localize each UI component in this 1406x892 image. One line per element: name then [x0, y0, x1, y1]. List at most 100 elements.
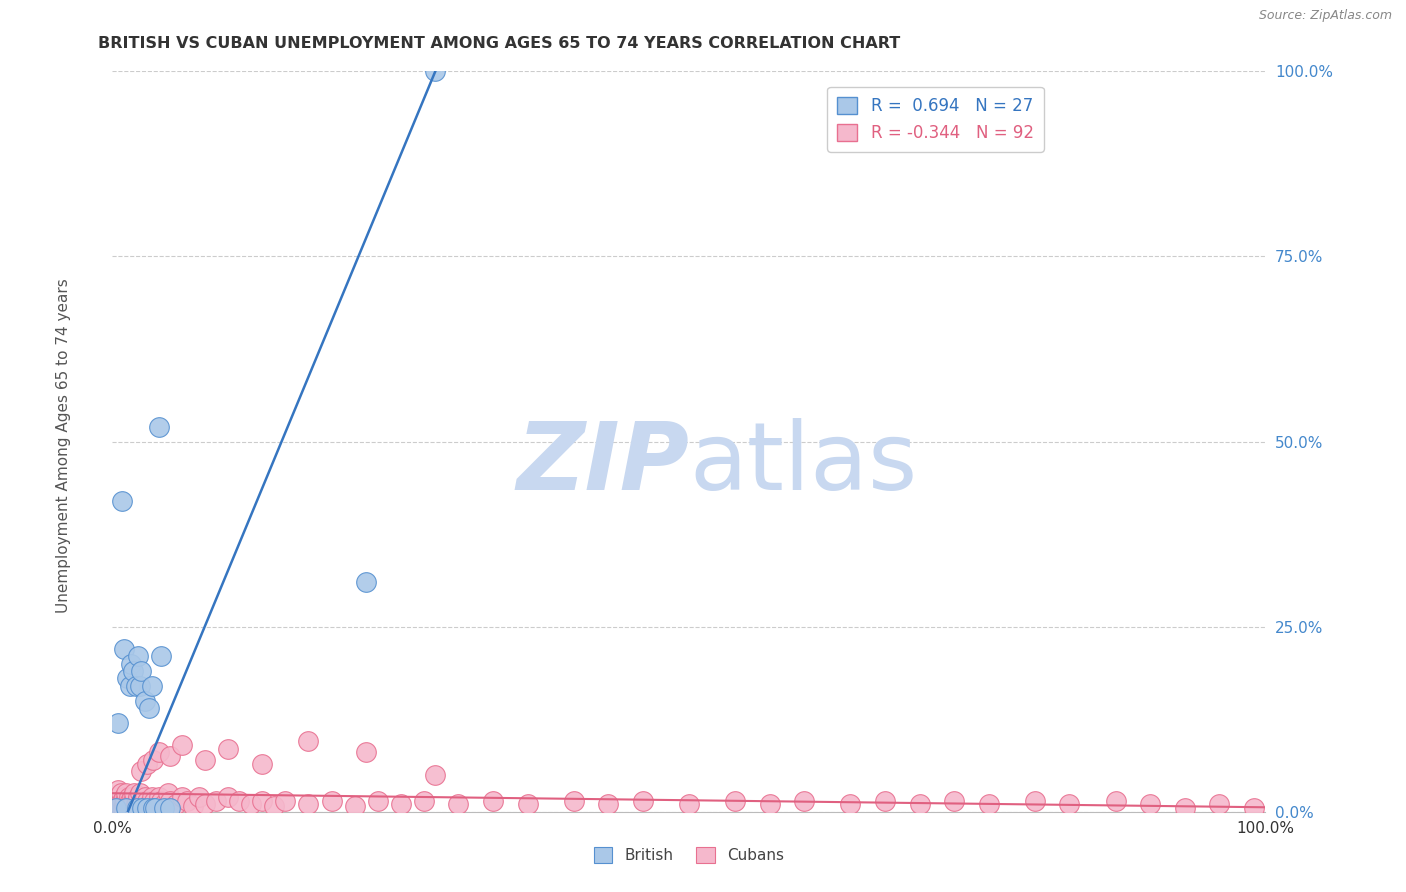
Point	[793, 794, 815, 808]
Point	[217, 789, 239, 804]
Point	[134, 694, 156, 708]
Point	[297, 797, 319, 812]
Point	[482, 794, 505, 808]
Point	[1174, 801, 1197, 815]
Point	[131, 801, 153, 815]
Point	[873, 794, 896, 808]
Point	[118, 794, 141, 808]
Legend: British, Cubans: British, Cubans	[586, 839, 792, 871]
Point	[562, 794, 585, 808]
Point	[367, 794, 389, 808]
Point	[516, 797, 538, 812]
Point	[120, 657, 142, 671]
Point	[104, 789, 127, 804]
Point	[112, 641, 135, 656]
Point	[111, 493, 134, 508]
Point	[115, 786, 138, 800]
Point	[129, 797, 153, 812]
Point	[108, 797, 131, 812]
Point	[107, 782, 129, 797]
Point	[127, 649, 149, 664]
Point	[118, 679, 141, 693]
Point	[124, 797, 146, 812]
Point	[217, 741, 239, 756]
Point	[343, 798, 366, 813]
Point	[156, 786, 179, 800]
Point	[165, 797, 187, 812]
Point	[112, 797, 135, 812]
Point	[129, 664, 153, 678]
Point	[188, 789, 211, 804]
Point	[724, 794, 747, 808]
Point	[120, 797, 142, 812]
Point	[124, 786, 146, 800]
Point	[412, 794, 434, 808]
Text: atlas: atlas	[689, 417, 917, 509]
Point	[159, 794, 181, 808]
Point	[425, 767, 447, 781]
Point	[839, 797, 862, 812]
Point	[142, 801, 165, 815]
Point	[1243, 801, 1265, 815]
Point	[148, 746, 170, 760]
Point	[107, 794, 129, 808]
Point	[134, 789, 156, 804]
Point	[141, 679, 163, 693]
Point	[977, 797, 1000, 812]
Point	[908, 797, 931, 812]
Point	[425, 64, 447, 78]
Point	[176, 794, 198, 808]
Point	[194, 797, 217, 812]
Point	[943, 794, 966, 808]
Point	[127, 789, 149, 804]
Point	[159, 749, 181, 764]
Point	[117, 798, 139, 813]
Point	[205, 794, 228, 808]
Text: BRITISH VS CUBAN UNEMPLOYMENT AMONG AGES 65 TO 74 YEARS CORRELATION CHART: BRITISH VS CUBAN UNEMPLOYMENT AMONG AGES…	[98, 36, 901, 51]
Point	[111, 794, 134, 808]
Point	[149, 794, 172, 808]
Point	[136, 794, 159, 808]
Point	[181, 798, 204, 813]
Point	[104, 801, 127, 815]
Point	[148, 419, 170, 434]
Text: Source: ZipAtlas.com: Source: ZipAtlas.com	[1258, 9, 1392, 22]
Point	[194, 753, 217, 767]
Point	[129, 786, 152, 800]
Point	[274, 794, 297, 808]
Point	[153, 801, 176, 815]
Point	[131, 794, 153, 808]
Point	[170, 738, 193, 752]
Point	[1139, 797, 1161, 812]
Point	[389, 797, 412, 812]
Point	[297, 734, 319, 748]
Point	[598, 797, 620, 812]
Text: ZIP: ZIP	[516, 417, 689, 509]
Point	[148, 789, 170, 804]
Text: Unemployment Among Ages 65 to 74 years: Unemployment Among Ages 65 to 74 years	[56, 278, 70, 614]
Point	[239, 797, 262, 812]
Point	[111, 801, 134, 815]
Point	[125, 794, 148, 808]
Point	[631, 794, 654, 808]
Point	[118, 801, 141, 815]
Point	[132, 801, 155, 815]
Point	[354, 575, 377, 590]
Point	[129, 679, 152, 693]
Point	[252, 794, 274, 808]
Point	[1059, 797, 1081, 812]
Point	[170, 789, 193, 804]
Point	[143, 794, 166, 808]
Point	[678, 797, 700, 812]
Point	[252, 756, 274, 771]
Point	[354, 746, 377, 760]
Point	[105, 801, 128, 815]
Point	[117, 789, 139, 804]
Point	[114, 794, 136, 808]
Point	[138, 701, 160, 715]
Point	[159, 801, 181, 815]
Point	[122, 664, 145, 678]
Point	[142, 753, 165, 767]
Point	[321, 794, 343, 808]
Point	[1208, 797, 1230, 812]
